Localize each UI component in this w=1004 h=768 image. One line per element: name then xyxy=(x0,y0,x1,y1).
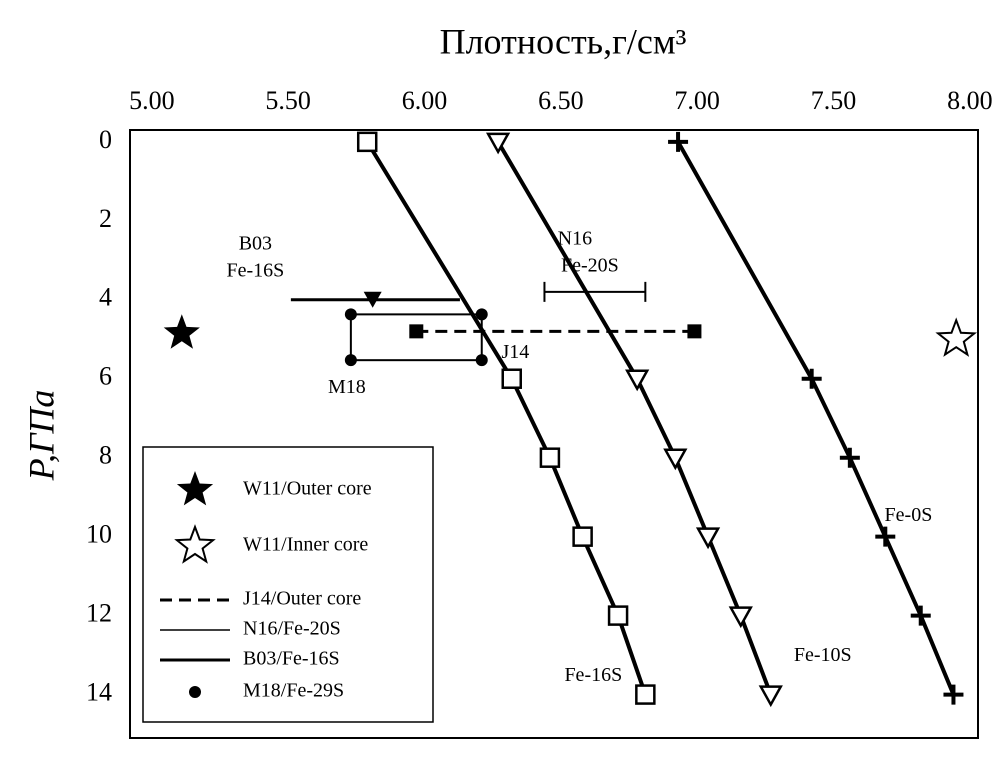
series-label: Fe-16S xyxy=(564,664,622,686)
y-tick-label: 6 xyxy=(99,362,112,391)
square-marker xyxy=(501,368,522,389)
annotation: Fe-20S xyxy=(561,254,619,276)
star-marker xyxy=(935,317,978,357)
legend-label: J14/Outer core xyxy=(243,588,361,610)
range-end xyxy=(687,324,702,339)
triangle-marker xyxy=(363,291,382,308)
cross-marker xyxy=(839,447,860,468)
dot-marker xyxy=(475,354,488,367)
square-marker xyxy=(607,605,629,626)
x-tick-label: 7.50 xyxy=(811,86,857,115)
dot-marker xyxy=(189,686,201,698)
y-tick-label: 14 xyxy=(86,678,112,707)
square-marker xyxy=(539,447,561,468)
y-axis-label: P,ГПа xyxy=(21,390,61,482)
x-tick-label: 8.00 xyxy=(947,86,993,115)
y-tick-label: 8 xyxy=(99,441,112,470)
y-tick-label: 10 xyxy=(86,520,112,549)
cross-marker xyxy=(910,605,931,626)
triangle-marker xyxy=(695,527,721,550)
x-tick-label: 5.50 xyxy=(265,86,311,115)
star-marker xyxy=(176,471,214,506)
x-tick-label: 6.00 xyxy=(402,86,448,115)
star-marker xyxy=(163,314,200,349)
cross-marker xyxy=(875,526,896,547)
range-end xyxy=(409,324,424,339)
series-label: Fe-0S xyxy=(885,504,933,526)
series-line xyxy=(496,140,773,696)
dot-marker xyxy=(344,308,357,321)
square-marker xyxy=(356,131,378,153)
triangle-marker xyxy=(663,448,688,471)
y-tick-label: 2 xyxy=(99,204,112,233)
annotation: N16 xyxy=(558,227,592,249)
legend-label: B03/Fe-16S xyxy=(243,648,340,670)
legend-label: W11/Inner core xyxy=(243,534,368,556)
cross-marker xyxy=(801,368,822,389)
triangle-marker xyxy=(485,132,511,155)
cross-marker xyxy=(943,684,964,705)
x-tick-label: 5.00 xyxy=(129,86,175,115)
series-line xyxy=(365,140,648,696)
annotation: Fe-16S xyxy=(227,259,285,281)
series-label: Fe-10S xyxy=(794,644,852,666)
y-tick-label: 0 xyxy=(99,125,112,154)
x-tick-label: 7.00 xyxy=(674,86,720,115)
triangle-marker xyxy=(728,606,753,629)
annotation: M18 xyxy=(328,376,366,398)
dot-marker xyxy=(475,308,488,321)
series-line xyxy=(676,140,956,696)
dot-marker xyxy=(344,354,357,367)
range-box xyxy=(349,313,483,362)
triangle-marker xyxy=(625,369,650,392)
star-marker xyxy=(174,524,216,564)
y-tick-label: 4 xyxy=(99,283,112,312)
annotation: J14 xyxy=(501,341,529,363)
y-tick-label: 12 xyxy=(86,599,112,628)
square-marker xyxy=(635,684,656,705)
legend-label: M18/Fe-29S xyxy=(243,680,344,702)
chart-title: Плотность,г/см³ xyxy=(440,21,687,61)
cross-marker xyxy=(668,131,689,152)
triangle-marker xyxy=(758,685,783,708)
annotation: B03 xyxy=(239,232,272,254)
x-tick-label: 6.50 xyxy=(538,86,584,115)
legend-label: W11/Outer core xyxy=(243,478,372,500)
plot-frame xyxy=(129,129,979,739)
legend-label: N16/Fe-20S xyxy=(243,618,341,640)
square-marker xyxy=(572,526,593,547)
